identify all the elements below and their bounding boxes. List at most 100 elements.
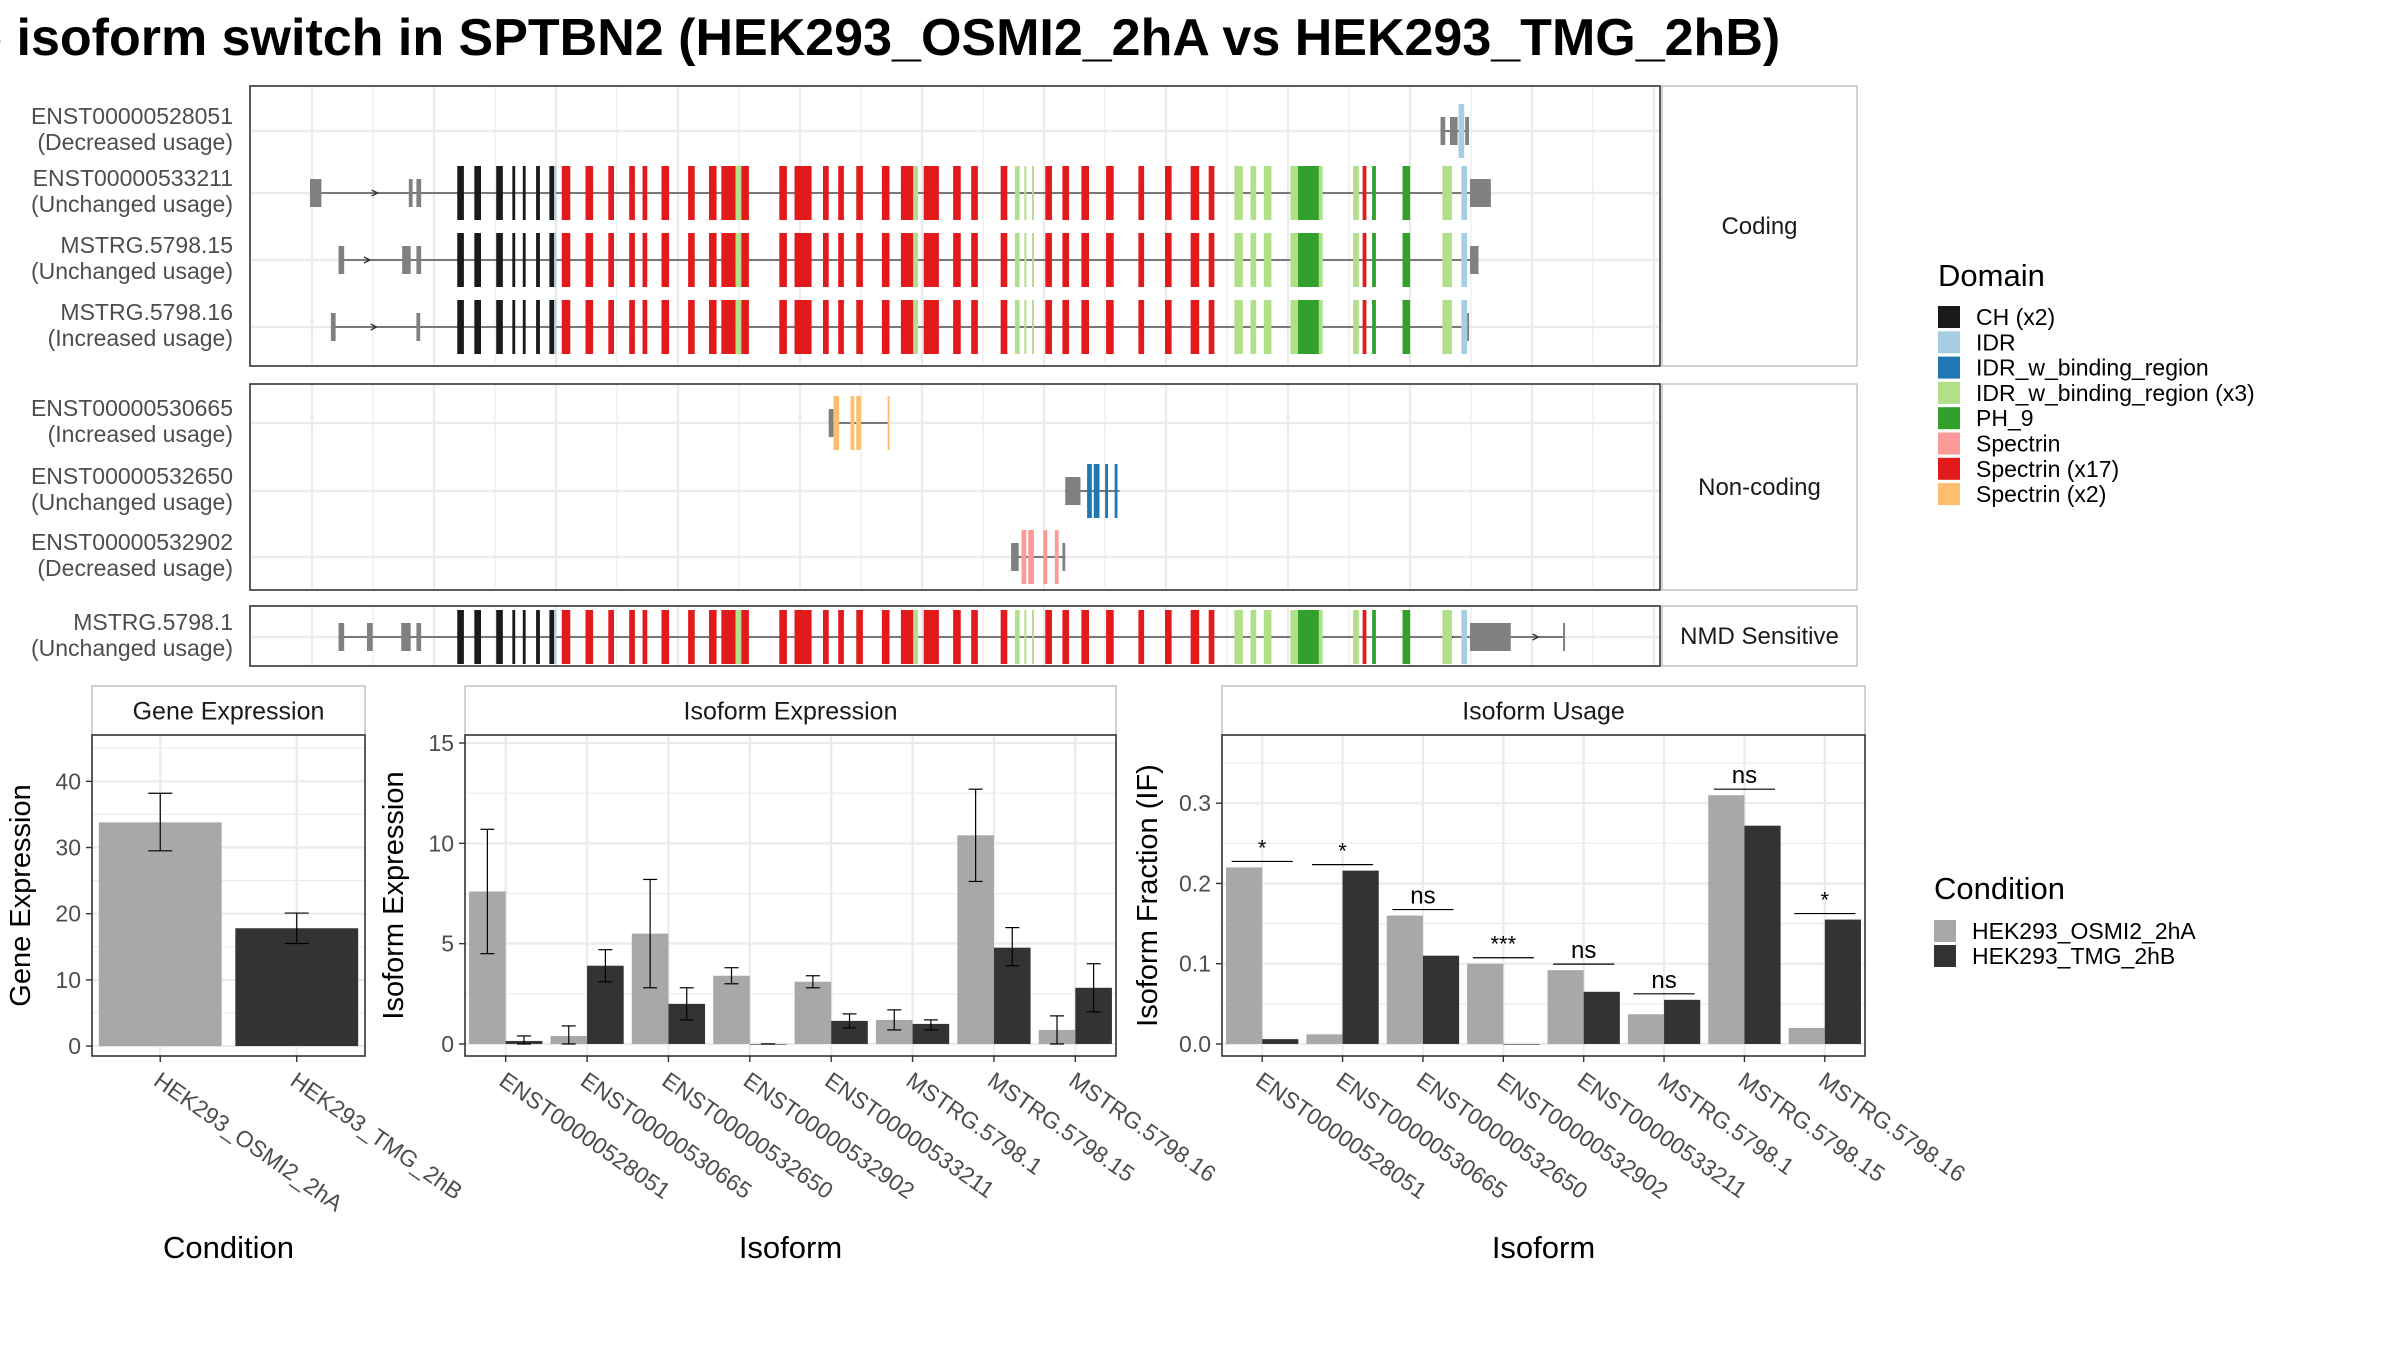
domain-block bbox=[1165, 300, 1172, 354]
y-tick-label: 10 bbox=[428, 830, 454, 856]
domain-block bbox=[457, 610, 464, 664]
domain-block bbox=[1014, 610, 1020, 664]
strip bbox=[1661, 605, 1858, 667]
domain-block bbox=[794, 166, 812, 220]
domain-block bbox=[1165, 610, 1172, 664]
domain-block bbox=[1062, 166, 1070, 220]
domain-block bbox=[1402, 300, 1411, 354]
panel-border bbox=[1221, 734, 1866, 1057]
domain-block bbox=[971, 166, 978, 220]
y-tick-label: 30 bbox=[55, 835, 81, 861]
utr-block bbox=[416, 313, 421, 341]
domain-block bbox=[1024, 166, 1027, 220]
legend-title: Condition bbox=[1934, 871, 2065, 906]
gene-model-group: Non-coding ENST00000530665(Increased usag… bbox=[31, 383, 1858, 591]
domain-block bbox=[661, 233, 670, 287]
domain-block bbox=[608, 233, 614, 287]
domain-block bbox=[554, 300, 557, 354]
domain-block bbox=[549, 610, 555, 664]
bar bbox=[1788, 1027, 1825, 1044]
utr-block bbox=[1440, 117, 1446, 145]
domain-block bbox=[1402, 610, 1411, 664]
isoform-id-label: ENST00000532650 bbox=[31, 463, 233, 489]
domain-block bbox=[887, 396, 890, 450]
domain-block bbox=[881, 166, 890, 220]
y-tick-label: 0 bbox=[441, 1031, 454, 1057]
domain-block bbox=[838, 233, 844, 287]
domain-block bbox=[850, 396, 855, 450]
strip bbox=[464, 685, 1117, 736]
domain-block bbox=[642, 166, 648, 220]
significance-label: * bbox=[1821, 888, 1830, 913]
domain-block bbox=[735, 610, 742, 664]
domain-block bbox=[1461, 166, 1468, 220]
domain-block bbox=[1263, 300, 1272, 354]
domain-block bbox=[474, 610, 481, 664]
domain-block bbox=[1000, 610, 1008, 664]
domain-block bbox=[661, 300, 670, 354]
domain-block bbox=[1263, 233, 1272, 287]
bar bbox=[1744, 825, 1781, 1044]
domain-block bbox=[779, 166, 787, 220]
domain-block bbox=[1208, 233, 1215, 287]
domain-block bbox=[585, 166, 594, 220]
domain-block bbox=[496, 300, 503, 354]
bar bbox=[713, 975, 750, 1044]
isoform-usage-label: (Decreased usage) bbox=[37, 555, 233, 581]
domain-block bbox=[1263, 166, 1272, 220]
utr-block bbox=[310, 179, 322, 207]
domain-block bbox=[1298, 166, 1319, 220]
domain-block bbox=[823, 233, 829, 287]
utr-block bbox=[1011, 543, 1019, 571]
domain-block bbox=[1045, 300, 1052, 354]
domain-block bbox=[1290, 233, 1298, 287]
domain-block bbox=[608, 166, 614, 220]
domain-block bbox=[1032, 166, 1034, 220]
domain-block bbox=[1024, 610, 1027, 664]
domain-block bbox=[1353, 300, 1359, 354]
figure-title: Gene isoform switch in SPTBN2 (HEK293_OS… bbox=[0, 9, 1780, 67]
bar bbox=[1664, 999, 1701, 1044]
domain-block bbox=[881, 300, 890, 354]
utr-block bbox=[1062, 543, 1066, 571]
isoform-track: ENST00000532902(Decreased usage) bbox=[31, 529, 1066, 584]
domain-block bbox=[1353, 166, 1359, 220]
domain-block bbox=[709, 166, 717, 220]
domain-block bbox=[1045, 233, 1052, 287]
domain-block bbox=[953, 300, 961, 354]
significance-label: ns bbox=[1410, 883, 1435, 910]
domain-block bbox=[856, 610, 863, 664]
domain-block bbox=[741, 610, 749, 664]
domain-block bbox=[642, 233, 648, 287]
domain-block bbox=[549, 166, 555, 220]
strip-label: Gene Expression bbox=[133, 698, 325, 726]
isoform-track: ENST00000532650(Unchanged usage) bbox=[31, 463, 1120, 518]
domain-block bbox=[1138, 166, 1145, 220]
domain-block bbox=[457, 166, 464, 220]
bar bbox=[1547, 970, 1584, 1044]
isoform-usage-label: (Unchanged usage) bbox=[31, 191, 233, 217]
bar bbox=[1262, 1039, 1299, 1044]
domain-block bbox=[741, 166, 749, 220]
isoform-usage-label: (Increased usage) bbox=[48, 421, 233, 447]
domain-block bbox=[1442, 233, 1452, 287]
strip bbox=[1661, 85, 1858, 367]
y-axis-title: Isoform Fraction (IF) bbox=[1132, 764, 1164, 1027]
domain-block bbox=[1372, 300, 1376, 354]
domain-block bbox=[735, 300, 742, 354]
domain-block bbox=[1014, 166, 1020, 220]
domain-block bbox=[688, 233, 695, 287]
legend-key bbox=[1938, 457, 1960, 480]
strip bbox=[91, 685, 366, 736]
y-tick-label: 0.0 bbox=[1179, 1031, 1211, 1057]
domain-block bbox=[900, 166, 914, 220]
domain-block bbox=[1298, 233, 1319, 287]
domain-block bbox=[1106, 610, 1114, 664]
isoform-id-label: MSTRG.5798.16 bbox=[60, 299, 233, 325]
domain-block bbox=[900, 300, 914, 354]
domain-block bbox=[536, 166, 540, 220]
domain-block bbox=[794, 233, 812, 287]
x-tick-label: MSTRG.5798.16 bbox=[1814, 1067, 1970, 1187]
bar bbox=[831, 1020, 868, 1044]
x-tick-label: MSTRG.5798.15 bbox=[1734, 1067, 1890, 1187]
